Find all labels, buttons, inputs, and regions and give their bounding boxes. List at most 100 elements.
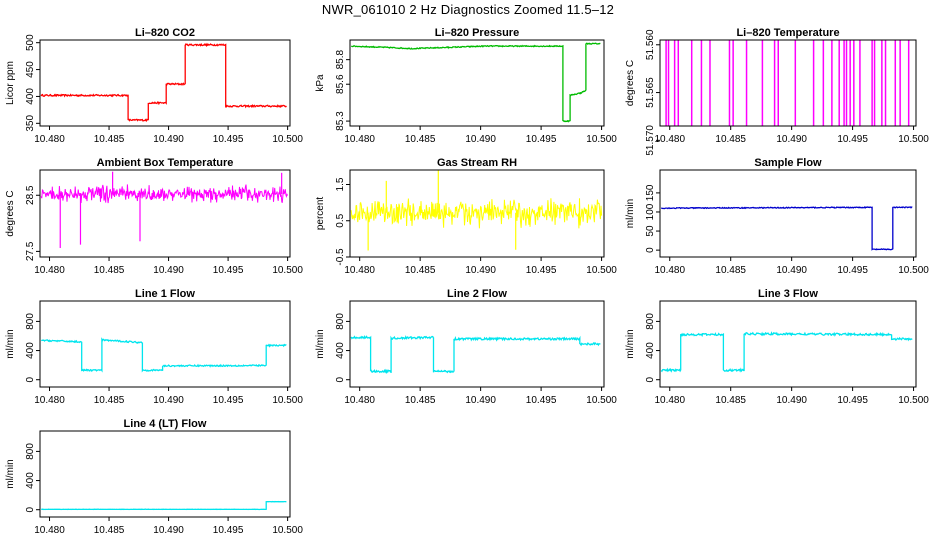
series-rh	[350, 170, 603, 251]
y-tick-label: 1.5	[335, 177, 346, 191]
plot-frame	[659, 300, 917, 388]
panel-title: Li–820 Temperature	[736, 27, 839, 39]
y-axis-label: ml/min	[625, 199, 636, 228]
panel-line2: Line 2 Flow ml/min 10.480 10.485 10.490 10.49…	[315, 288, 617, 406]
series-licor_temp	[665, 40, 910, 126]
y-tick-label: 800	[335, 313, 346, 330]
x-tick-label: 10.480	[654, 134, 685, 145]
plot-frame	[39, 300, 291, 388]
y-axis-label: ml/min	[5, 459, 16, 488]
y-axis-label: percent	[315, 197, 326, 231]
x-tick-label: 10.485	[405, 265, 436, 276]
x-tick-label: 10.485	[405, 134, 436, 145]
panel-title: Ambient Box Temperature	[97, 157, 234, 169]
y-tick-label: 800	[645, 313, 656, 330]
series-line3	[660, 331, 913, 373]
x-tick-label: 10.490	[776, 265, 807, 276]
panel-licor_temp: Li–820 Temperature degrees C 10.480 10.485 1…	[625, 27, 929, 156]
y-axis-label: ml/min	[315, 329, 326, 358]
x-tick-label: 10.485	[715, 134, 746, 145]
page-title: NWR_061010 2 Hz Diagnostics Zoomed 11.5–…	[321, 2, 615, 17]
x-tick-label: 10.495	[213, 134, 244, 145]
series-line2	[350, 334, 601, 375]
x-tick-label: 10.480	[344, 134, 375, 145]
x-tick-label: 10.490	[153, 265, 184, 276]
y-tick-label: 51.565	[645, 77, 656, 108]
series-sample_flow	[661, 205, 913, 251]
series-line	[351, 42, 601, 123]
panel-title: Line 3 Flow	[758, 288, 818, 300]
plot-frame	[349, 169, 605, 258]
series-line	[350, 198, 603, 229]
x-tick-label: 10.500	[586, 134, 617, 145]
x-tick-label: 10.490	[776, 395, 807, 406]
y-tick-label: 800	[25, 443, 36, 460]
y-tick-label: 0	[335, 376, 346, 382]
x-tick-label: 10.495	[213, 395, 244, 406]
series-line	[661, 205, 913, 251]
x-tick-label: 10.490	[153, 134, 184, 145]
x-tick-label: 10.495	[837, 265, 868, 276]
x-tick-label: 10.490	[153, 525, 184, 536]
x-tick-label: 10.490	[465, 395, 496, 406]
x-tick-label: 10.500	[586, 395, 617, 406]
plot-frame	[349, 39, 605, 127]
series-box_temp	[40, 171, 289, 249]
x-tick-label: 10.500	[586, 265, 617, 276]
y-tick-label: 350	[25, 115, 36, 132]
x-tick-label: 10.485	[94, 265, 125, 276]
y-tick-label: 27.5	[25, 241, 36, 261]
y-tick-label: 50	[645, 225, 656, 237]
y-tick-label: 0	[25, 376, 36, 382]
panel-co2: Li–820 CO2 Licor ppm 10.480 10.485 10.490 10.…	[5, 27, 303, 145]
panel-pressure: Li–820 Pressure kPa 10.480 10.485 10.490 10.4…	[315, 27, 617, 145]
panel-line4: Line 4 (LT) Flow ml/min 10.480 10.485 10.490…	[5, 418, 303, 536]
x-tick-label: 10.480	[344, 395, 375, 406]
x-tick-label: 10.500	[898, 395, 929, 406]
panel-title: Sample Flow	[754, 157, 822, 169]
panel-title: Li–820 CO2	[135, 27, 195, 39]
x-tick-label: 10.500	[272, 525, 303, 536]
y-tick-label: 450	[25, 61, 36, 78]
x-tick-label: 10.480	[34, 134, 65, 145]
x-tick-label: 10.495	[837, 134, 868, 145]
x-tick-label: 10.485	[715, 395, 746, 406]
y-tick-label: 800	[25, 313, 36, 330]
y-tick-label: 400	[645, 342, 656, 359]
x-tick-label: 10.490	[153, 395, 184, 406]
y-tick-label: 28.5	[25, 185, 36, 205]
panel-box_temp: Ambient Box Temperature degrees C 10.480 10…	[5, 157, 303, 276]
y-tick-label: 85.3	[335, 111, 346, 131]
x-tick-label: 10.495	[213, 525, 244, 536]
x-tick-label: 10.485	[94, 525, 125, 536]
plot-frame	[39, 39, 291, 127]
series-line	[41, 337, 287, 373]
x-tick-label: 10.480	[34, 395, 65, 406]
plot-frame	[39, 430, 291, 518]
y-tick-label: 0	[25, 506, 36, 512]
x-tick-label: 10.500	[272, 134, 303, 145]
panel-title: Li–820 Pressure	[435, 27, 519, 39]
y-tick-label: 400	[25, 342, 36, 359]
x-tick-label: 10.495	[213, 265, 244, 276]
y-tick-label: -0.5	[335, 248, 346, 266]
x-tick-label: 10.480	[344, 265, 375, 276]
x-tick-label: 10.500	[898, 134, 929, 145]
x-tick-label: 10.490	[465, 265, 496, 276]
x-tick-label: 10.500	[898, 265, 929, 276]
x-tick-label: 10.490	[776, 134, 807, 145]
y-tick-label: 85.8	[335, 49, 346, 69]
series-line	[41, 500, 287, 511]
panel-title: Line 4 (LT) Flow	[124, 418, 207, 430]
panel-line3: Line 3 Flow ml/min 10.480 10.485 10.490 10.49…	[625, 288, 929, 406]
x-tick-label: 10.500	[272, 265, 303, 276]
x-tick-label: 10.485	[94, 134, 125, 145]
y-tick-label: 400	[25, 88, 36, 105]
x-tick-label: 10.495	[837, 395, 868, 406]
x-tick-label: 10.495	[526, 395, 557, 406]
y-tick-label: 0	[645, 376, 656, 382]
y-axis-label: kPa	[315, 74, 326, 92]
y-tick-label: 150	[645, 184, 656, 201]
x-tick-label: 10.480	[34, 525, 65, 536]
y-axis-label: ml/min	[625, 329, 636, 358]
